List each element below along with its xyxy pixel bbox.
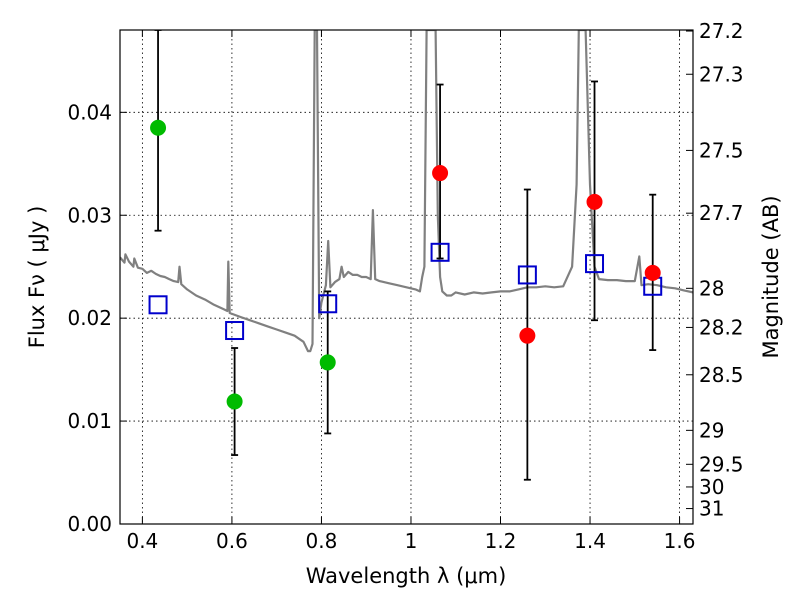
right-tick-label: 29 <box>699 418 724 442</box>
model-photometry-square <box>148 295 168 315</box>
right-tick-label: 27.7 <box>699 201 744 225</box>
right-tick-label: 28.5 <box>699 363 744 387</box>
x-tick-label: 1 <box>405 529 418 553</box>
x-tick-label: 0.4 <box>126 529 158 553</box>
red-observed-point <box>519 327 536 344</box>
right-tick-label: 30 <box>699 475 724 499</box>
plot-background <box>120 30 693 524</box>
right-tick-label: 31 <box>699 497 724 521</box>
x-tick-label: 0.8 <box>306 529 338 553</box>
right-tick-label: 27.2 <box>699 19 744 43</box>
y-axis-title: Flux Fν ( μJy ) <box>25 206 49 349</box>
y-tick-label: 0.03 <box>67 203 112 227</box>
right-tick-label: 27.3 <box>699 62 744 86</box>
red-observed-point <box>586 193 603 210</box>
model-photometry-square <box>585 254 605 274</box>
model-photometry-square <box>430 242 450 262</box>
marker-layer <box>148 119 663 410</box>
model-photometry-square <box>517 265 537 285</box>
x-tick-label: 0.6 <box>216 529 248 553</box>
x-axis-title: Wavelength λ (μm) <box>306 564 507 588</box>
right-tick-label: 28.2 <box>699 315 744 339</box>
green-observed-point <box>319 354 336 371</box>
right-axis-title: Magnitude (AB) <box>759 195 783 358</box>
right-tick-label: 27.5 <box>699 138 744 162</box>
y-tick-label: 0.00 <box>67 512 112 536</box>
model-photometry-square <box>318 294 338 314</box>
axis-ticks: 0.4 0.6 0.8 1 1.2 1.4 1.6 0.00 0.01 0.02 0.03 0.04 2… <box>67 19 743 553</box>
y-tick-label: 0.02 <box>67 306 112 330</box>
right-tick-label: 28 <box>699 276 724 300</box>
grid-lines <box>120 30 693 525</box>
x-tick-label: 1.2 <box>485 529 517 553</box>
y-tick-label: 0.04 <box>67 100 112 124</box>
right-tick-label: 29.5 <box>699 452 744 476</box>
y-tick-label: 0.01 <box>67 409 112 433</box>
model-photometry-square <box>225 321 245 341</box>
model-spectrum-line <box>120 30 693 353</box>
model-spectrum-layer <box>120 30 693 353</box>
x-tick-label: 1.6 <box>664 529 696 553</box>
x-tick-label: 1.4 <box>574 529 606 553</box>
red-observed-point <box>644 264 661 281</box>
red-observed-point <box>432 165 449 182</box>
green-observed-point <box>226 393 243 410</box>
plot-frame <box>119 29 694 525</box>
green-observed-point <box>150 119 167 136</box>
